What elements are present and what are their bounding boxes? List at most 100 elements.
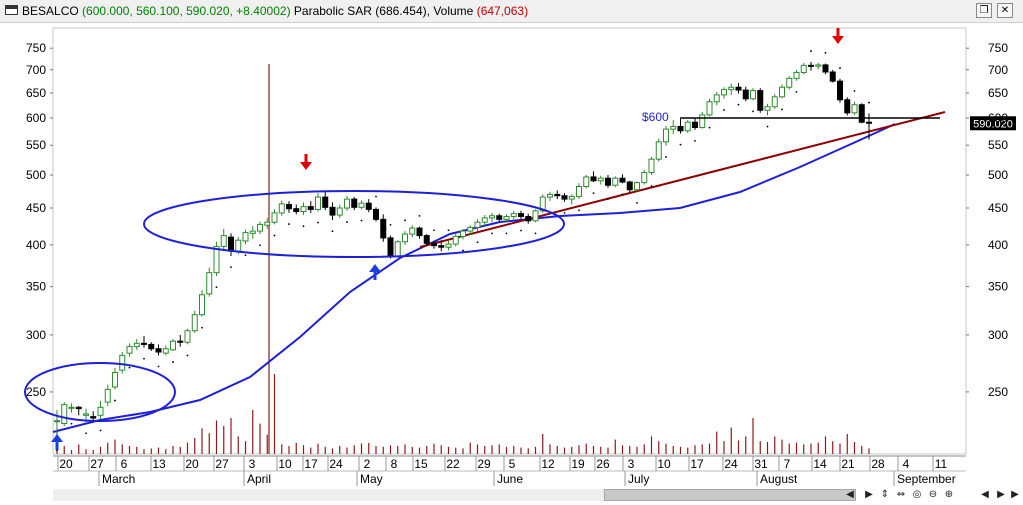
y-tick-label-right: 500 (988, 168, 1008, 182)
sar-dot (853, 90, 856, 92)
zoom-reset-icon[interactable]: ◎ (912, 489, 922, 500)
candle-body (394, 241, 401, 257)
x-day-label: 17 (304, 457, 318, 471)
y-tick-label-left: 300 (26, 328, 46, 342)
x-day-label: 11 (935, 457, 948, 471)
candle-body (851, 104, 858, 114)
y-tick-label-right: 300 (988, 328, 1008, 342)
sar-dot (186, 354, 189, 357)
first-page-icon[interactable]: ◀ (981, 489, 989, 500)
candle-body (119, 354, 126, 371)
candle-body (626, 181, 633, 191)
candle-body (300, 206, 307, 213)
y-tick-label-left: 450 (26, 201, 46, 215)
candle-body (126, 346, 133, 354)
sar-dot (259, 244, 261, 247)
sar-dot (694, 139, 696, 142)
sar-dot (230, 266, 232, 269)
sar-dot (868, 101, 870, 104)
candle-body (800, 64, 807, 73)
candle-body (496, 215, 503, 220)
candle-body (641, 172, 648, 184)
candle-body (351, 198, 358, 208)
candle-body (257, 223, 263, 232)
y-tick-label-right: 750 (988, 41, 1008, 55)
scroll-right-icon[interactable]: ▶ (865, 489, 873, 500)
candle-body (634, 182, 640, 191)
x-day-label: 7 (784, 457, 791, 471)
candle-body (619, 177, 626, 183)
candle-body (83, 413, 89, 416)
y-tick-label-left: 650 (26, 86, 46, 100)
candle-body (402, 233, 408, 243)
sar-dot (665, 156, 667, 158)
buy-arrow-2-head (51, 434, 63, 442)
candle-body (648, 158, 655, 174)
candle-body (133, 342, 140, 348)
zoom-in-icon[interactable]: ⊕ (944, 489, 954, 500)
horizontal-scrollbar-thumb[interactable] (604, 489, 856, 501)
x-day-label: 17 (690, 457, 704, 471)
restore-icon[interactable]: ❐ (976, 3, 992, 18)
candle-body (336, 207, 343, 216)
candle-body (583, 176, 590, 188)
y-tick-label-left: 400 (26, 238, 46, 252)
sar-dot (143, 357, 145, 360)
candle-body (481, 217, 488, 223)
candle-body (793, 71, 800, 79)
sar-dot (331, 230, 334, 233)
candle-body (329, 206, 336, 216)
candle-body (271, 212, 278, 223)
x-day-label: 20 (185, 457, 199, 471)
candle-body (206, 272, 213, 295)
close-icon[interactable]: ✕ (997, 3, 1013, 18)
sar-dot (607, 198, 609, 200)
x-day-label: 10 (278, 457, 292, 471)
x-day-label: 19 (571, 457, 585, 471)
candle-body (242, 232, 249, 242)
last-page-icon[interactable]: ▶ (997, 489, 1005, 500)
candle-body (380, 218, 387, 239)
ohlc-values: (600.000, 560.100, 590.020, +8.40002) (82, 4, 291, 18)
candle-body (525, 215, 532, 222)
title-bar: BESALCO (600.000, 560.100, 590.020, +8.4… (0, 0, 1023, 23)
candle-body (757, 90, 764, 111)
x-day-label: 29 (477, 457, 491, 471)
sar-dot (462, 249, 464, 252)
sar-dot (157, 365, 160, 368)
candle-body (532, 210, 539, 222)
x-day-label: 22 (446, 457, 460, 471)
consolidation-ellipse (143, 190, 565, 258)
y-tick-label-right: 650 (988, 86, 1008, 100)
sar-dot (317, 221, 319, 224)
y-tick-label-right: 700 (988, 63, 1008, 77)
trend-line (419, 111, 946, 248)
sar-dot (766, 125, 769, 128)
scroll-left-icon[interactable]: ◀ (846, 489, 854, 500)
sell-arrow-1-head (300, 162, 312, 170)
y-tick-label-left: 500 (26, 168, 46, 182)
candle-body (561, 195, 568, 200)
y-tick-label-left: 250 (26, 385, 46, 399)
sar-dot (621, 193, 624, 196)
candle-body (68, 406, 75, 409)
zoom-out-icon[interactable]: ⊖ (928, 489, 938, 500)
candle-body (220, 235, 227, 247)
y-tick-label-right: 400 (988, 238, 1008, 252)
candle-body (286, 204, 292, 210)
candle-body (786, 77, 793, 88)
sar-dot (244, 254, 247, 257)
x-month-label: April (247, 472, 271, 486)
sar-dot (215, 286, 218, 289)
sar-dot (360, 219, 363, 222)
fit-icon[interactable]: ⇔ (896, 489, 906, 500)
x-day-label: 27 (90, 457, 104, 471)
scale-icon[interactable]: ⇕ (880, 489, 890, 500)
sar-dot (795, 90, 798, 93)
end-icon[interactable]: ▶ (1011, 489, 1019, 500)
candle-body (467, 226, 474, 232)
sar-dot (824, 51, 827, 54)
candle-body (97, 406, 104, 416)
sar-dot (389, 223, 392, 226)
candle-body (489, 215, 495, 219)
